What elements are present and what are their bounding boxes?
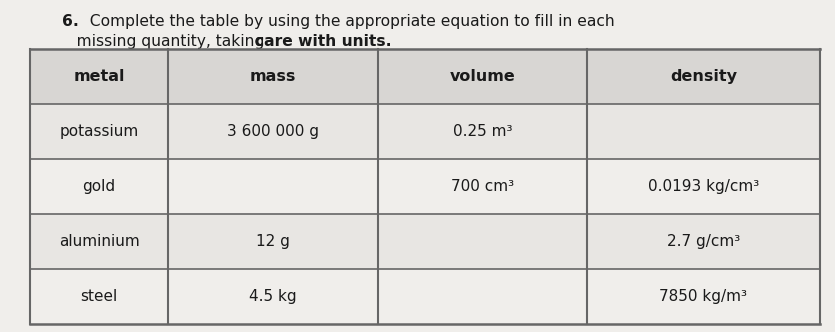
Text: Complete the table by using the appropriate equation to fill in each: Complete the table by using the appropri… [80, 14, 615, 29]
Text: 700 cm³: 700 cm³ [451, 179, 514, 194]
Text: gold: gold [83, 179, 116, 194]
Text: 12 g: 12 g [256, 234, 290, 249]
Bar [30, 49, 820, 104]
Text: care with units.: care with units. [255, 34, 392, 49]
Text: 6.: 6. [62, 14, 78, 29]
Text: mass: mass [250, 69, 296, 84]
Text: 7850 kg/m³: 7850 kg/m³ [660, 289, 747, 304]
Text: 4.5 kg: 4.5 kg [249, 289, 296, 304]
Text: 3 600 000 g: 3 600 000 g [227, 124, 319, 139]
Bar [30, 269, 820, 324]
Text: 0.0193 kg/cm³: 0.0193 kg/cm³ [648, 179, 759, 194]
Text: missing quantity, taking: missing quantity, taking [62, 34, 269, 49]
Bar [30, 104, 820, 159]
Text: steel: steel [80, 289, 118, 304]
Bar [30, 159, 820, 214]
Text: density: density [670, 69, 737, 84]
Bar [30, 214, 820, 269]
Text: potassium: potassium [59, 124, 139, 139]
Text: metal: metal [73, 69, 125, 84]
Text: volume: volume [449, 69, 515, 84]
Text: 0.25 m³: 0.25 m³ [453, 124, 512, 139]
Text: aluminium: aluminium [58, 234, 139, 249]
Text: 2.7 g/cm³: 2.7 g/cm³ [667, 234, 740, 249]
